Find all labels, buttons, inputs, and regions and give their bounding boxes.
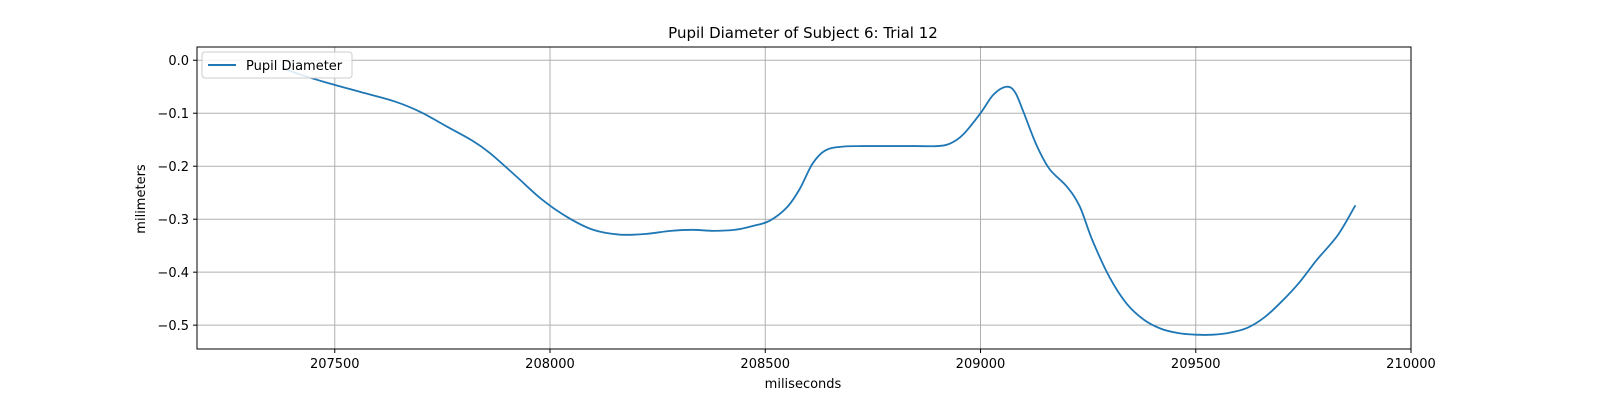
y-axis-label: milimeters <box>134 164 149 234</box>
x-tick-label: 209000 <box>956 357 1006 372</box>
x-tick-label: 207500 <box>310 357 360 372</box>
legend: Pupil Diameter <box>201 51 353 79</box>
x-axis: 207500 208000 208500 209000 209500 210000 <box>310 349 1436 372</box>
x-axis-label: miliseconds <box>765 377 842 392</box>
y-tick-label: −0.2 <box>157 160 189 175</box>
y-tick-label: 0.0 <box>168 54 189 69</box>
y-tick-label: −0.1 <box>157 107 189 122</box>
plot-series <box>282 67 1356 336</box>
x-tick-label: 208000 <box>525 357 575 372</box>
x-tick-label: 210000 <box>1386 357 1436 372</box>
grid <box>197 47 1412 349</box>
chart-title: Pupil Diameter of Subject 6: Trial 12 <box>668 24 938 42</box>
legend-label: Pupil Diameter <box>246 59 343 74</box>
y-tick-label: −0.5 <box>157 319 189 334</box>
y-tick-label: −0.3 <box>157 213 189 228</box>
legend-box <box>201 51 353 79</box>
y-axis: 0.0 −0.1 −0.2 −0.3 −0.4 −0.5 <box>157 54 197 334</box>
x-tick-label: 208500 <box>740 357 790 372</box>
plot-frame <box>196 46 1412 350</box>
series-line <box>282 67 1356 336</box>
x-tick-label: 209500 <box>1171 357 1221 372</box>
y-tick-label: −0.4 <box>157 266 189 281</box>
